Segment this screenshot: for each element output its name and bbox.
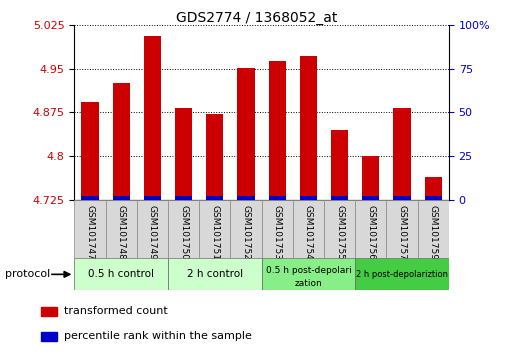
Bar <box>82 102 98 200</box>
Text: GSM101747: GSM101747 <box>86 205 94 259</box>
Bar <box>113 196 130 200</box>
Bar <box>82 196 98 200</box>
Bar <box>362 156 380 200</box>
Bar <box>362 196 380 200</box>
Bar <box>175 196 192 200</box>
Bar <box>331 196 348 200</box>
Bar <box>324 200 355 258</box>
Text: GSM101757: GSM101757 <box>398 205 407 260</box>
Bar <box>74 258 168 290</box>
Bar <box>386 200 418 258</box>
Bar <box>418 200 449 258</box>
Bar <box>206 196 223 200</box>
Bar <box>393 108 410 200</box>
Text: GSM101748: GSM101748 <box>116 205 126 259</box>
Bar <box>425 177 442 200</box>
Bar <box>230 200 262 258</box>
Text: transformed count: transformed count <box>64 306 167 316</box>
Text: GSM101751: GSM101751 <box>210 205 220 260</box>
Bar <box>175 108 192 200</box>
Bar <box>269 61 286 200</box>
Text: GSM101753: GSM101753 <box>273 205 282 260</box>
Bar <box>106 200 137 258</box>
Bar <box>74 200 106 258</box>
Text: protocol: protocol <box>5 269 50 279</box>
Bar <box>269 196 286 200</box>
Text: GSM101754: GSM101754 <box>304 205 313 259</box>
Bar <box>41 307 57 316</box>
Bar <box>331 130 348 200</box>
Bar <box>41 332 57 341</box>
Bar <box>168 200 199 258</box>
Text: GSM101750: GSM101750 <box>179 205 188 260</box>
Bar <box>206 114 223 200</box>
Bar <box>238 68 254 200</box>
Bar <box>144 36 161 200</box>
Text: GSM101755: GSM101755 <box>335 205 344 260</box>
Text: GSM101759: GSM101759 <box>429 205 438 260</box>
Text: GSM101756: GSM101756 <box>366 205 376 260</box>
Bar <box>262 258 355 290</box>
Bar <box>262 200 293 258</box>
Bar <box>355 258 449 290</box>
Text: GDS2774 / 1368052_at: GDS2774 / 1368052_at <box>176 11 337 25</box>
Bar <box>144 196 161 200</box>
Text: GSM101752: GSM101752 <box>242 205 250 259</box>
Bar <box>199 200 230 258</box>
Bar <box>168 258 262 290</box>
Bar <box>425 196 442 200</box>
Bar <box>137 200 168 258</box>
Text: 2 h control: 2 h control <box>187 269 243 279</box>
Text: 2 h post-depolariztion: 2 h post-depolariztion <box>356 270 448 279</box>
Bar <box>300 196 317 200</box>
Bar <box>355 200 386 258</box>
Text: percentile rank within the sample: percentile rank within the sample <box>64 331 251 341</box>
Bar <box>238 196 254 200</box>
Text: 0.5 h control: 0.5 h control <box>88 269 154 279</box>
Text: zation: zation <box>294 279 322 288</box>
Bar <box>393 196 410 200</box>
Bar <box>293 200 324 258</box>
Bar <box>113 82 130 200</box>
Bar <box>300 56 317 200</box>
Text: 0.5 h post-depolari: 0.5 h post-depolari <box>266 266 351 275</box>
Text: GSM101749: GSM101749 <box>148 205 157 259</box>
